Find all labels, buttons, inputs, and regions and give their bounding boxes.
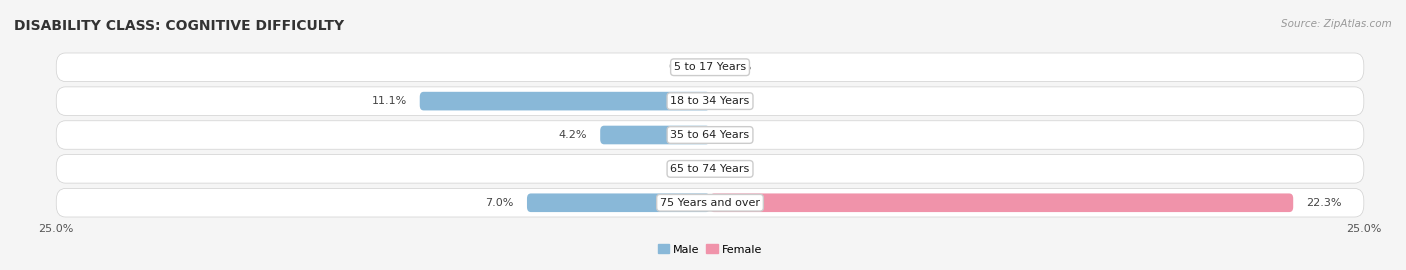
- Text: DISABILITY CLASS: COGNITIVE DIFFICULTY: DISABILITY CLASS: COGNITIVE DIFFICULTY: [14, 19, 344, 33]
- Legend: Male, Female: Male, Female: [654, 240, 766, 259]
- Text: 22.3%: 22.3%: [1306, 198, 1341, 208]
- FancyBboxPatch shape: [420, 92, 710, 110]
- Text: 35 to 64 Years: 35 to 64 Years: [671, 130, 749, 140]
- Text: 0.0%: 0.0%: [723, 62, 751, 72]
- Text: 18 to 34 Years: 18 to 34 Years: [671, 96, 749, 106]
- FancyBboxPatch shape: [56, 87, 1364, 115]
- Text: 0.0%: 0.0%: [669, 62, 697, 72]
- FancyBboxPatch shape: [56, 155, 1364, 183]
- FancyBboxPatch shape: [56, 53, 1364, 82]
- FancyBboxPatch shape: [710, 193, 1294, 212]
- Text: 0.0%: 0.0%: [723, 130, 751, 140]
- Text: Source: ZipAtlas.com: Source: ZipAtlas.com: [1281, 19, 1392, 29]
- Text: 0.0%: 0.0%: [669, 164, 697, 174]
- Text: 65 to 74 Years: 65 to 74 Years: [671, 164, 749, 174]
- Text: 11.1%: 11.1%: [371, 96, 406, 106]
- FancyBboxPatch shape: [600, 126, 710, 144]
- Text: 5 to 17 Years: 5 to 17 Years: [673, 62, 747, 72]
- FancyBboxPatch shape: [527, 193, 710, 212]
- FancyBboxPatch shape: [56, 188, 1364, 217]
- Text: 0.0%: 0.0%: [723, 164, 751, 174]
- Text: 7.0%: 7.0%: [485, 198, 515, 208]
- Text: 4.2%: 4.2%: [558, 130, 588, 140]
- FancyBboxPatch shape: [56, 121, 1364, 149]
- Text: 0.0%: 0.0%: [723, 96, 751, 106]
- Text: 75 Years and over: 75 Years and over: [659, 198, 761, 208]
